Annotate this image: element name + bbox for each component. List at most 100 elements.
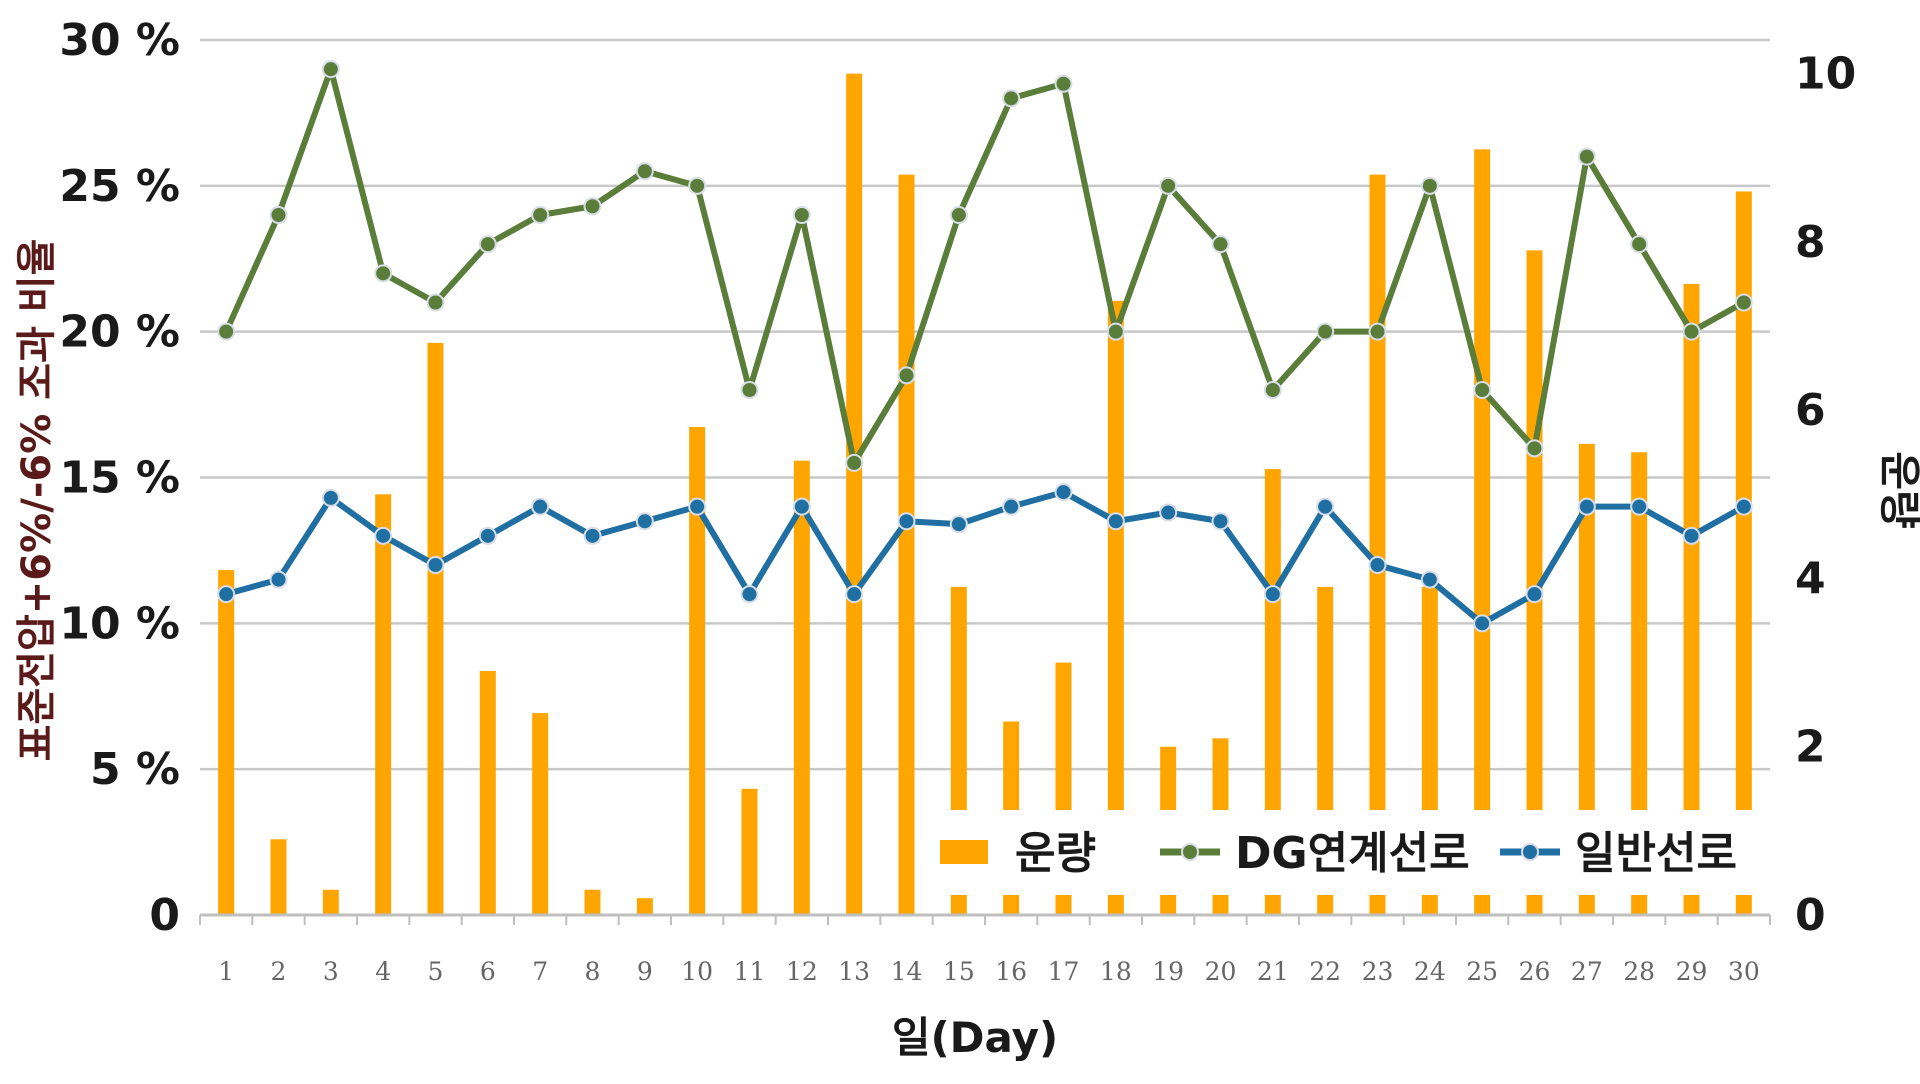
x-tick-label: 24 [1414,957,1446,986]
cloud-bar [1107,300,1124,915]
series-point [1211,235,1230,254]
series-point [1368,556,1387,574]
y-left-tick-label: 25 % [59,161,180,212]
series-point [1577,147,1596,166]
series-point [1002,89,1021,108]
legend-swatch-marker [1181,843,1199,861]
y-axis-right-title: 운량 [1875,451,1920,528]
y-right-tick-label: 6 [1795,385,1826,436]
legend-swatch-marker [1521,843,1539,861]
series-point [583,197,602,216]
series-point [374,264,393,283]
x-tick-label: 28 [1623,957,1655,986]
series-point [478,526,497,545]
x-tick-label: 11 [734,957,766,986]
y-right-tick-label: 0 [1795,890,1826,941]
series-point [1263,381,1282,399]
series-lines [217,60,1753,633]
series-point [374,526,393,545]
x-tick-label: 29 [1676,957,1708,986]
series-point [217,585,236,604]
y-left-tick-label: 15 % [59,453,180,504]
series-line [223,66,1746,466]
x-tick-label: 15 [943,957,975,986]
series-point [688,176,707,195]
y-left-tick-label: 30 % [59,15,180,66]
series-point [1159,176,1178,195]
series-point [1525,585,1544,604]
x-tick-label: 2 [271,957,287,986]
y-left-tick-label: 10 % [59,598,180,649]
legend-label: DG연계선로 [1235,828,1470,879]
x-tick-label: 9 [637,957,653,986]
series-point [897,512,916,531]
cloud-bar [584,889,601,915]
x-tick-label: 30 [1728,957,1760,986]
series-point [1630,497,1649,516]
series-point [897,366,916,385]
series-point [583,526,602,545]
y-right-tick-label: 4 [1795,553,1826,604]
series-point [635,512,654,531]
cloud-bar [741,788,758,915]
x-tick-label: 22 [1309,957,1341,986]
x-tick-label: 7 [532,957,548,986]
x-tick-label: 5 [428,957,444,986]
series-point [1054,74,1073,93]
series-point [792,206,811,224]
legend-label: 운량 [1015,828,1096,879]
cloud-bar [270,839,287,915]
y-right-tick-label: 8 [1795,217,1826,268]
cloud-bar [1369,174,1386,916]
legend-backdrop-box [930,810,1770,895]
cloud-bar [1683,283,1700,916]
x-tick-label: 12 [786,957,818,986]
cloud-bar [479,671,496,915]
cloud-bar [375,494,392,915]
cloud-bar [898,174,915,916]
x-tick-label: 19 [1152,957,1184,986]
x-tick-label: 20 [1205,957,1237,986]
legend-label: 일반선로 [1575,828,1737,879]
series-point [1473,614,1492,633]
series-point [531,497,550,516]
x-tick-label: 26 [1519,957,1551,986]
x-tick-label: 10 [681,957,713,986]
y-left-tick-label: 0 [149,890,180,941]
series-point [217,322,236,341]
y-left-tick-label: 5 % [90,744,180,795]
x-tick-label: 16 [995,957,1027,986]
series-point [1473,381,1492,399]
series-point [845,585,864,604]
cloud-bar [1631,452,1648,915]
series-point [426,293,445,312]
x-tick-label: 21 [1257,957,1289,986]
series-point [1263,585,1282,604]
cloud-bar [1578,443,1595,915]
x-tick-label: 23 [1362,957,1394,986]
x-tick-label: 18 [1100,957,1132,986]
cloud-bar [689,427,706,915]
y-axis-left-title: 표준전압+6%/-6% 조과 비율 [14,239,60,762]
cloud-bar [427,342,444,915]
series-point [1577,497,1596,516]
series-point [1106,322,1125,341]
series-point [1002,497,1021,516]
legend-swatch-bar [940,840,988,864]
cloud-bar [1474,149,1491,915]
cloud-bar [1735,191,1752,915]
cloud-bar [218,570,235,915]
series-point [269,570,288,589]
y-left-tick-label: 20 % [59,307,180,358]
x-tick-label: 3 [323,957,339,986]
x-tick-label: 8 [585,957,601,986]
series-point [1734,293,1753,312]
series-point [740,381,759,399]
series-point [1525,439,1544,458]
series-point [269,206,288,224]
series-point [688,497,707,516]
y-right-tick-label: 2 [1795,722,1826,773]
series-point [1630,235,1649,254]
